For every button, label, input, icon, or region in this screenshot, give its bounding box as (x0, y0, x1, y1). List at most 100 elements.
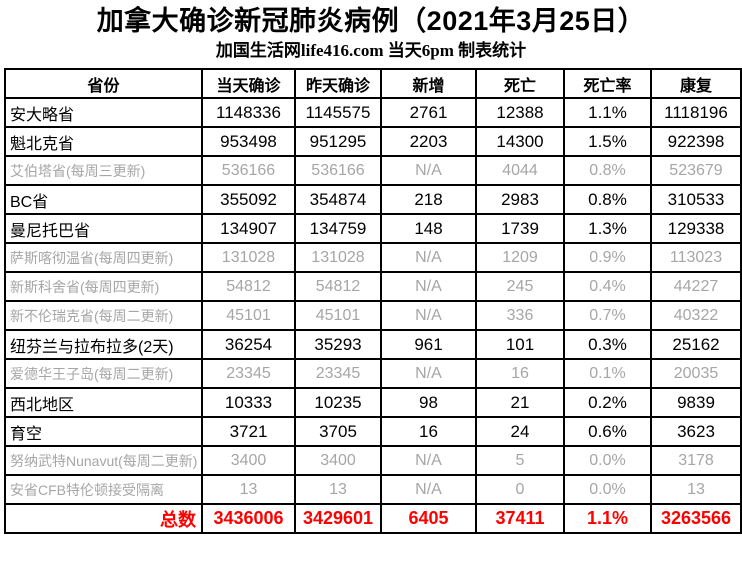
province-cell: 萨斯喀彻温省(每周四更新) (4, 242, 203, 273)
death-rate-cell: 1.1% (563, 97, 652, 128)
province-cell: 新不伦瑞克省(每周二更新) (4, 300, 203, 331)
table-row: 安省CFB特伦顿接受隔离 13 13 N/A 0 0.0% 13 (4, 474, 742, 505)
recovered-cell: 9839 (650, 387, 742, 418)
today-cell: 134907 (201, 213, 296, 244)
recovered-cell: 44227 (650, 271, 742, 302)
recovered-cell: 20035 (650, 358, 742, 389)
recovered-cell: 1118196 (650, 97, 742, 128)
new-cases-cell: N/A (380, 242, 477, 273)
new-cases-cell: N/A (380, 271, 477, 302)
province-cell: 曼尼托巴省 (4, 213, 203, 244)
today-cell: 45101 (201, 300, 296, 331)
new-cases-cell: N/A (380, 358, 477, 389)
death-rate-cell: 0.2% (563, 387, 652, 418)
death-rate-cell: 0.1% (563, 358, 652, 389)
table-row: 安大略省 1148336 1145575 2761 12388 1.1% 1118196 (4, 97, 742, 128)
deaths-cell: 0 (475, 474, 565, 505)
recovered-cell: 3623 (650, 416, 742, 447)
recovered-cell: 13 (650, 474, 742, 505)
yesterday-cell: 23345 (294, 358, 382, 389)
yesterday-cell: 54812 (294, 271, 382, 302)
province-cell: 安大略省 (4, 97, 203, 128)
column-header: 死亡率 (563, 68, 652, 99)
table-row: 努纳武特Nunavut(每周二更新) 3400 3400 N/A 5 0.0% 3178 (4, 445, 742, 476)
new-cases-cell: 2761 (380, 97, 477, 128)
total-row: 总数 3436006 3429601 6405 37411 1.1% 3263566 (4, 503, 742, 534)
total-label-cell: 总数 (4, 503, 203, 534)
new-cases-cell: 218 (380, 184, 477, 215)
yesterday-cell: 10235 (294, 387, 382, 418)
today-cell: 36254 (201, 329, 296, 360)
today-cell: 355092 (201, 184, 296, 215)
province-cell: 艾伯塔省(每周三更新) (4, 155, 203, 186)
table-row: 爱德华王子岛(每周二更新) 23345 23345 N/A 16 0.1% 20035 (4, 358, 742, 389)
table-row: 艾伯塔省(每周三更新) 536166 536166 N/A 4044 0.8% 523679 (4, 155, 742, 186)
province-cell: 安省CFB特伦顿接受隔离 (4, 474, 203, 505)
new-cases-cell: 16 (380, 416, 477, 447)
recovered-cell: 523679 (650, 155, 742, 186)
today-cell: 54812 (201, 271, 296, 302)
new-cases-cell: 148 (380, 213, 477, 244)
table-row: 新不伦瑞克省(每周二更新) 45101 45101 N/A 336 0.7% 40322 (4, 300, 742, 331)
today-cell: 23345 (201, 358, 296, 389)
new-cases-cell: N/A (380, 155, 477, 186)
province-cell: 努纳武特Nunavut(每周二更新) (4, 445, 203, 476)
total-death-rate-cell: 1.1% (563, 503, 652, 534)
table-row: 育空 3721 3705 16 24 0.6% 3623 (4, 416, 742, 447)
deaths-cell: 101 (475, 329, 565, 360)
death-rate-cell: 0.8% (563, 155, 652, 186)
table-row: 新斯科舍省(每周四更新) 54812 54812 N/A 245 0.4% 44227 (4, 271, 742, 302)
today-cell: 13 (201, 474, 296, 505)
header-row: 省份 当天确诊 昨天确诊 新增 死亡 死亡率 康复 (4, 68, 742, 99)
table-row: 萨斯喀彻温省(每周四更新) 131028 131028 N/A 1209 0.9% 1130… (4, 242, 742, 273)
deaths-cell: 12388 (475, 97, 565, 128)
new-cases-cell: 98 (380, 387, 477, 418)
new-cases-cell: 2203 (380, 126, 477, 157)
column-header: 当天确诊 (201, 68, 296, 99)
today-cell: 3721 (201, 416, 296, 447)
death-rate-cell: 0.3% (563, 329, 652, 360)
new-cases-cell: 961 (380, 329, 477, 360)
deaths-cell: 16 (475, 358, 565, 389)
today-cell: 131028 (201, 242, 296, 273)
table-row: 曼尼托巴省 134907 134759 148 1739 1.3% 129338 (4, 213, 742, 244)
page-subtitle: 加国生活网life416.com 当天6pm 制表统计 (215, 41, 527, 60)
deaths-cell: 2983 (475, 184, 565, 215)
death-rate-cell: 0.0% (563, 474, 652, 505)
new-cases-cell: N/A (380, 474, 477, 505)
yesterday-cell: 13 (294, 474, 382, 505)
covid-stats-table: 省份 当天确诊 昨天确诊 新增 死亡 死亡率 康复 安大略省 1148336 1145575 27… (4, 68, 742, 534)
today-cell: 536166 (201, 155, 296, 186)
death-rate-cell: 0.8% (563, 184, 652, 215)
province-cell: 纽芬兰与拉布拉多(2天) (4, 329, 203, 360)
yesterday-cell: 354874 (294, 184, 382, 215)
yesterday-cell: 3705 (294, 416, 382, 447)
yesterday-cell: 35293 (294, 329, 382, 360)
today-cell: 3400 (201, 445, 296, 476)
today-cell: 953498 (201, 126, 296, 157)
death-rate-cell: 0.4% (563, 271, 652, 302)
province-cell: 爱德华王子岛(每周二更新) (4, 358, 203, 389)
death-rate-cell: 1.3% (563, 213, 652, 244)
today-cell: 10333 (201, 387, 296, 418)
recovered-cell: 113023 (650, 242, 742, 273)
province-cell: 新斯科舍省(每周四更新) (4, 271, 203, 302)
total-deaths-cell: 37411 (475, 503, 565, 534)
death-rate-cell: 0.9% (563, 242, 652, 273)
death-rate-cell: 0.6% (563, 416, 652, 447)
table-row: 纽芬兰与拉布拉多(2天) 36254 35293 961 101 0.3% 25162 (4, 329, 742, 360)
recovered-cell: 25162 (650, 329, 742, 360)
yesterday-cell: 131028 (294, 242, 382, 273)
deaths-cell: 24 (475, 416, 565, 447)
recovered-cell: 922398 (650, 126, 742, 157)
total-today-cell: 3436006 (201, 503, 296, 534)
province-cell: 西北地区 (4, 387, 203, 418)
today-cell: 1148336 (201, 97, 296, 128)
column-header: 昨天确诊 (294, 68, 382, 99)
table-row: BC省 355092 354874 218 2983 0.8% 310533 (4, 184, 742, 215)
death-rate-cell: 0.7% (563, 300, 652, 331)
new-cases-cell: N/A (380, 300, 477, 331)
province-cell: 育空 (4, 416, 203, 447)
new-cases-cell: N/A (380, 445, 477, 476)
